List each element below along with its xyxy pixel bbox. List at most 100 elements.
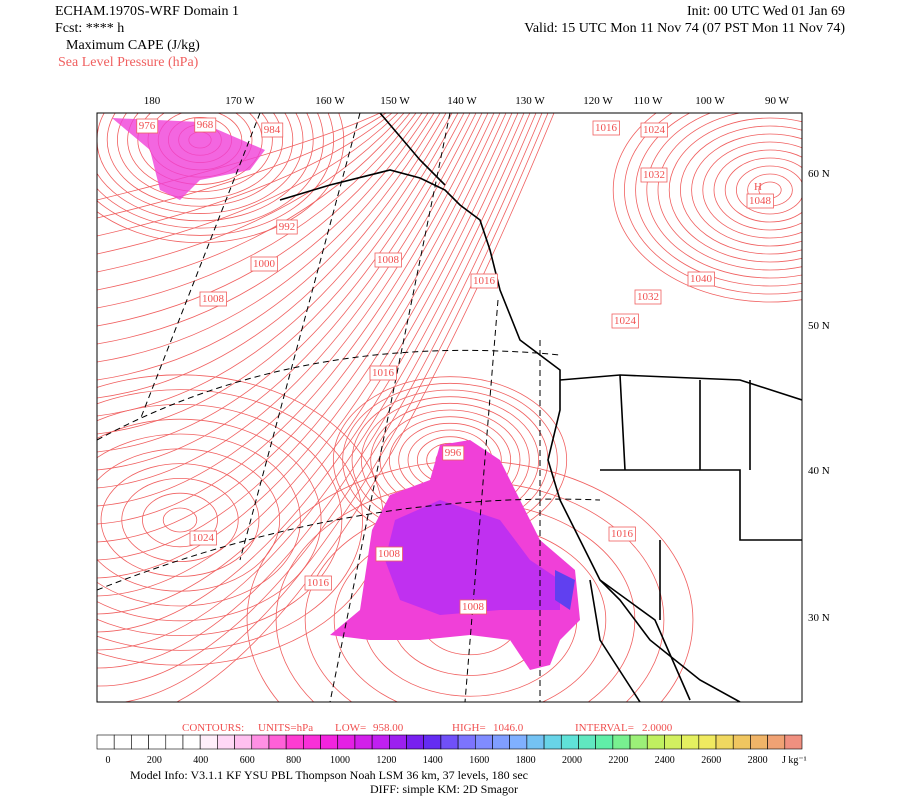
overlay: Sea Level Pressure (hPa) [58, 55, 199, 70]
contour-label: 1024 [643, 124, 666, 136]
contour-line [106, 113, 294, 207]
colorbar-box [474, 734, 493, 750]
contour-line [624, 113, 802, 295]
colorbar-box [715, 734, 734, 750]
contour-line [97, 404, 343, 636]
field: Maximum CAPE (J/kg) [66, 38, 200, 53]
map-frame [96, 112, 803, 703]
contour-label: 976 [139, 120, 156, 132]
colorbar-box [767, 734, 786, 750]
longitude-label: 130 W [515, 95, 545, 107]
colorbar-box [199, 734, 218, 750]
colorbar-box [732, 734, 751, 750]
contour-label-box [189, 530, 217, 546]
contour-label: 1008 [202, 293, 225, 305]
contour-label-box [369, 365, 397, 381]
latitude-label: 50 N [808, 320, 830, 332]
colorbar-label: 1200 [376, 755, 396, 766]
colorbar-box [750, 734, 768, 750]
colorbar-label: 1800 [516, 755, 536, 766]
latitude-label: 40 N [808, 465, 830, 477]
colorbar-label: 800 [286, 755, 301, 766]
colorbar-box [337, 734, 356, 750]
longitude-label: 100 W [695, 95, 725, 107]
contour-line [97, 389, 363, 651]
contour-label-box [261, 122, 284, 138]
latitude-label: 30 N [808, 612, 830, 624]
colorbar-label: 2800 [748, 755, 768, 766]
longitude-label: 140 W [447, 95, 477, 107]
colorbar-label: 2400 [655, 755, 675, 766]
contour-line [97, 113, 459, 435]
contour-line [162, 507, 198, 533]
colorbar-label: 1600 [469, 755, 489, 766]
contour-label: 1008 [462, 601, 485, 613]
colorbar-box [389, 734, 407, 750]
contour-line [97, 113, 314, 222]
graticule [97, 113, 601, 702]
contour-label-box [592, 120, 620, 136]
colorbar-box [440, 734, 459, 750]
contour-line [657, 113, 802, 271]
colorbar-box [131, 734, 149, 750]
valid: Valid: 15 UTC Mon 11 Nov 74 (07 PST Mon … [524, 21, 845, 36]
colorbar-box [612, 734, 631, 750]
model-info: Model Info: V3.1.1 KF YSU PBL Thompson N… [130, 768, 528, 782]
contour-label-box [459, 599, 487, 615]
contour-line [713, 149, 802, 231]
contour-label-box [746, 193, 774, 209]
colorbar-label: 1400 [423, 755, 443, 766]
colorbar-label: 0 [106, 755, 111, 766]
contour-line [97, 113, 429, 345]
contour-label: 1040 [690, 273, 713, 285]
colorbar-label: 2000 [562, 755, 582, 766]
colorbar-box [784, 734, 803, 750]
contour-label: 984 [264, 124, 281, 136]
contour-label: 992 [279, 221, 296, 233]
colorbar-box [578, 734, 596, 750]
contour-label-box [470, 273, 498, 289]
contour-line [702, 141, 802, 239]
colorbar-label: 2200 [608, 755, 628, 766]
contour-line [97, 113, 471, 471]
contour-line [100, 463, 260, 577]
contour-line [97, 113, 435, 363]
contour-label-box [687, 271, 715, 287]
contour-line [97, 113, 387, 219]
contour-line [97, 113, 453, 417]
colorbar-box [320, 734, 339, 750]
contour-line [612, 113, 802, 303]
contour-label: 1032 [637, 291, 659, 303]
contour-label: 1000 [253, 258, 276, 270]
contour-line [121, 477, 239, 562]
contour-line [97, 113, 477, 489]
contour-line [97, 113, 441, 381]
longitude-label: 90 W [765, 95, 790, 107]
colorbar-label: 1000 [330, 755, 350, 766]
contour-label-box [634, 289, 662, 305]
contour-line [97, 113, 483, 507]
contour-line [97, 113, 507, 579]
contour-label: 1016 [473, 275, 496, 287]
contour-line [97, 113, 543, 687]
contour-label: 1016 [611, 528, 634, 540]
contour-line [97, 113, 537, 669]
colorbar-box [423, 734, 442, 750]
diff-info: DIFF: simple KM: 2D Smagor [370, 782, 518, 796]
contour-line [97, 113, 531, 651]
contour-line [646, 113, 802, 279]
contour-line [736, 165, 802, 215]
contour-line [97, 113, 489, 525]
contour-label-box [442, 445, 465, 461]
contour-line [97, 113, 417, 309]
contour-label-box [136, 118, 159, 134]
colorbar-box [354, 734, 373, 750]
longitude-label: 160 W [315, 95, 345, 107]
cape-area [112, 118, 265, 200]
contour-label-box [194, 117, 217, 133]
contour-label-box [375, 546, 403, 562]
init: Init: 00 UTC Wed 01 Jan 69 [687, 4, 845, 19]
contour-line [97, 113, 345, 244]
contour-line [97, 418, 322, 622]
